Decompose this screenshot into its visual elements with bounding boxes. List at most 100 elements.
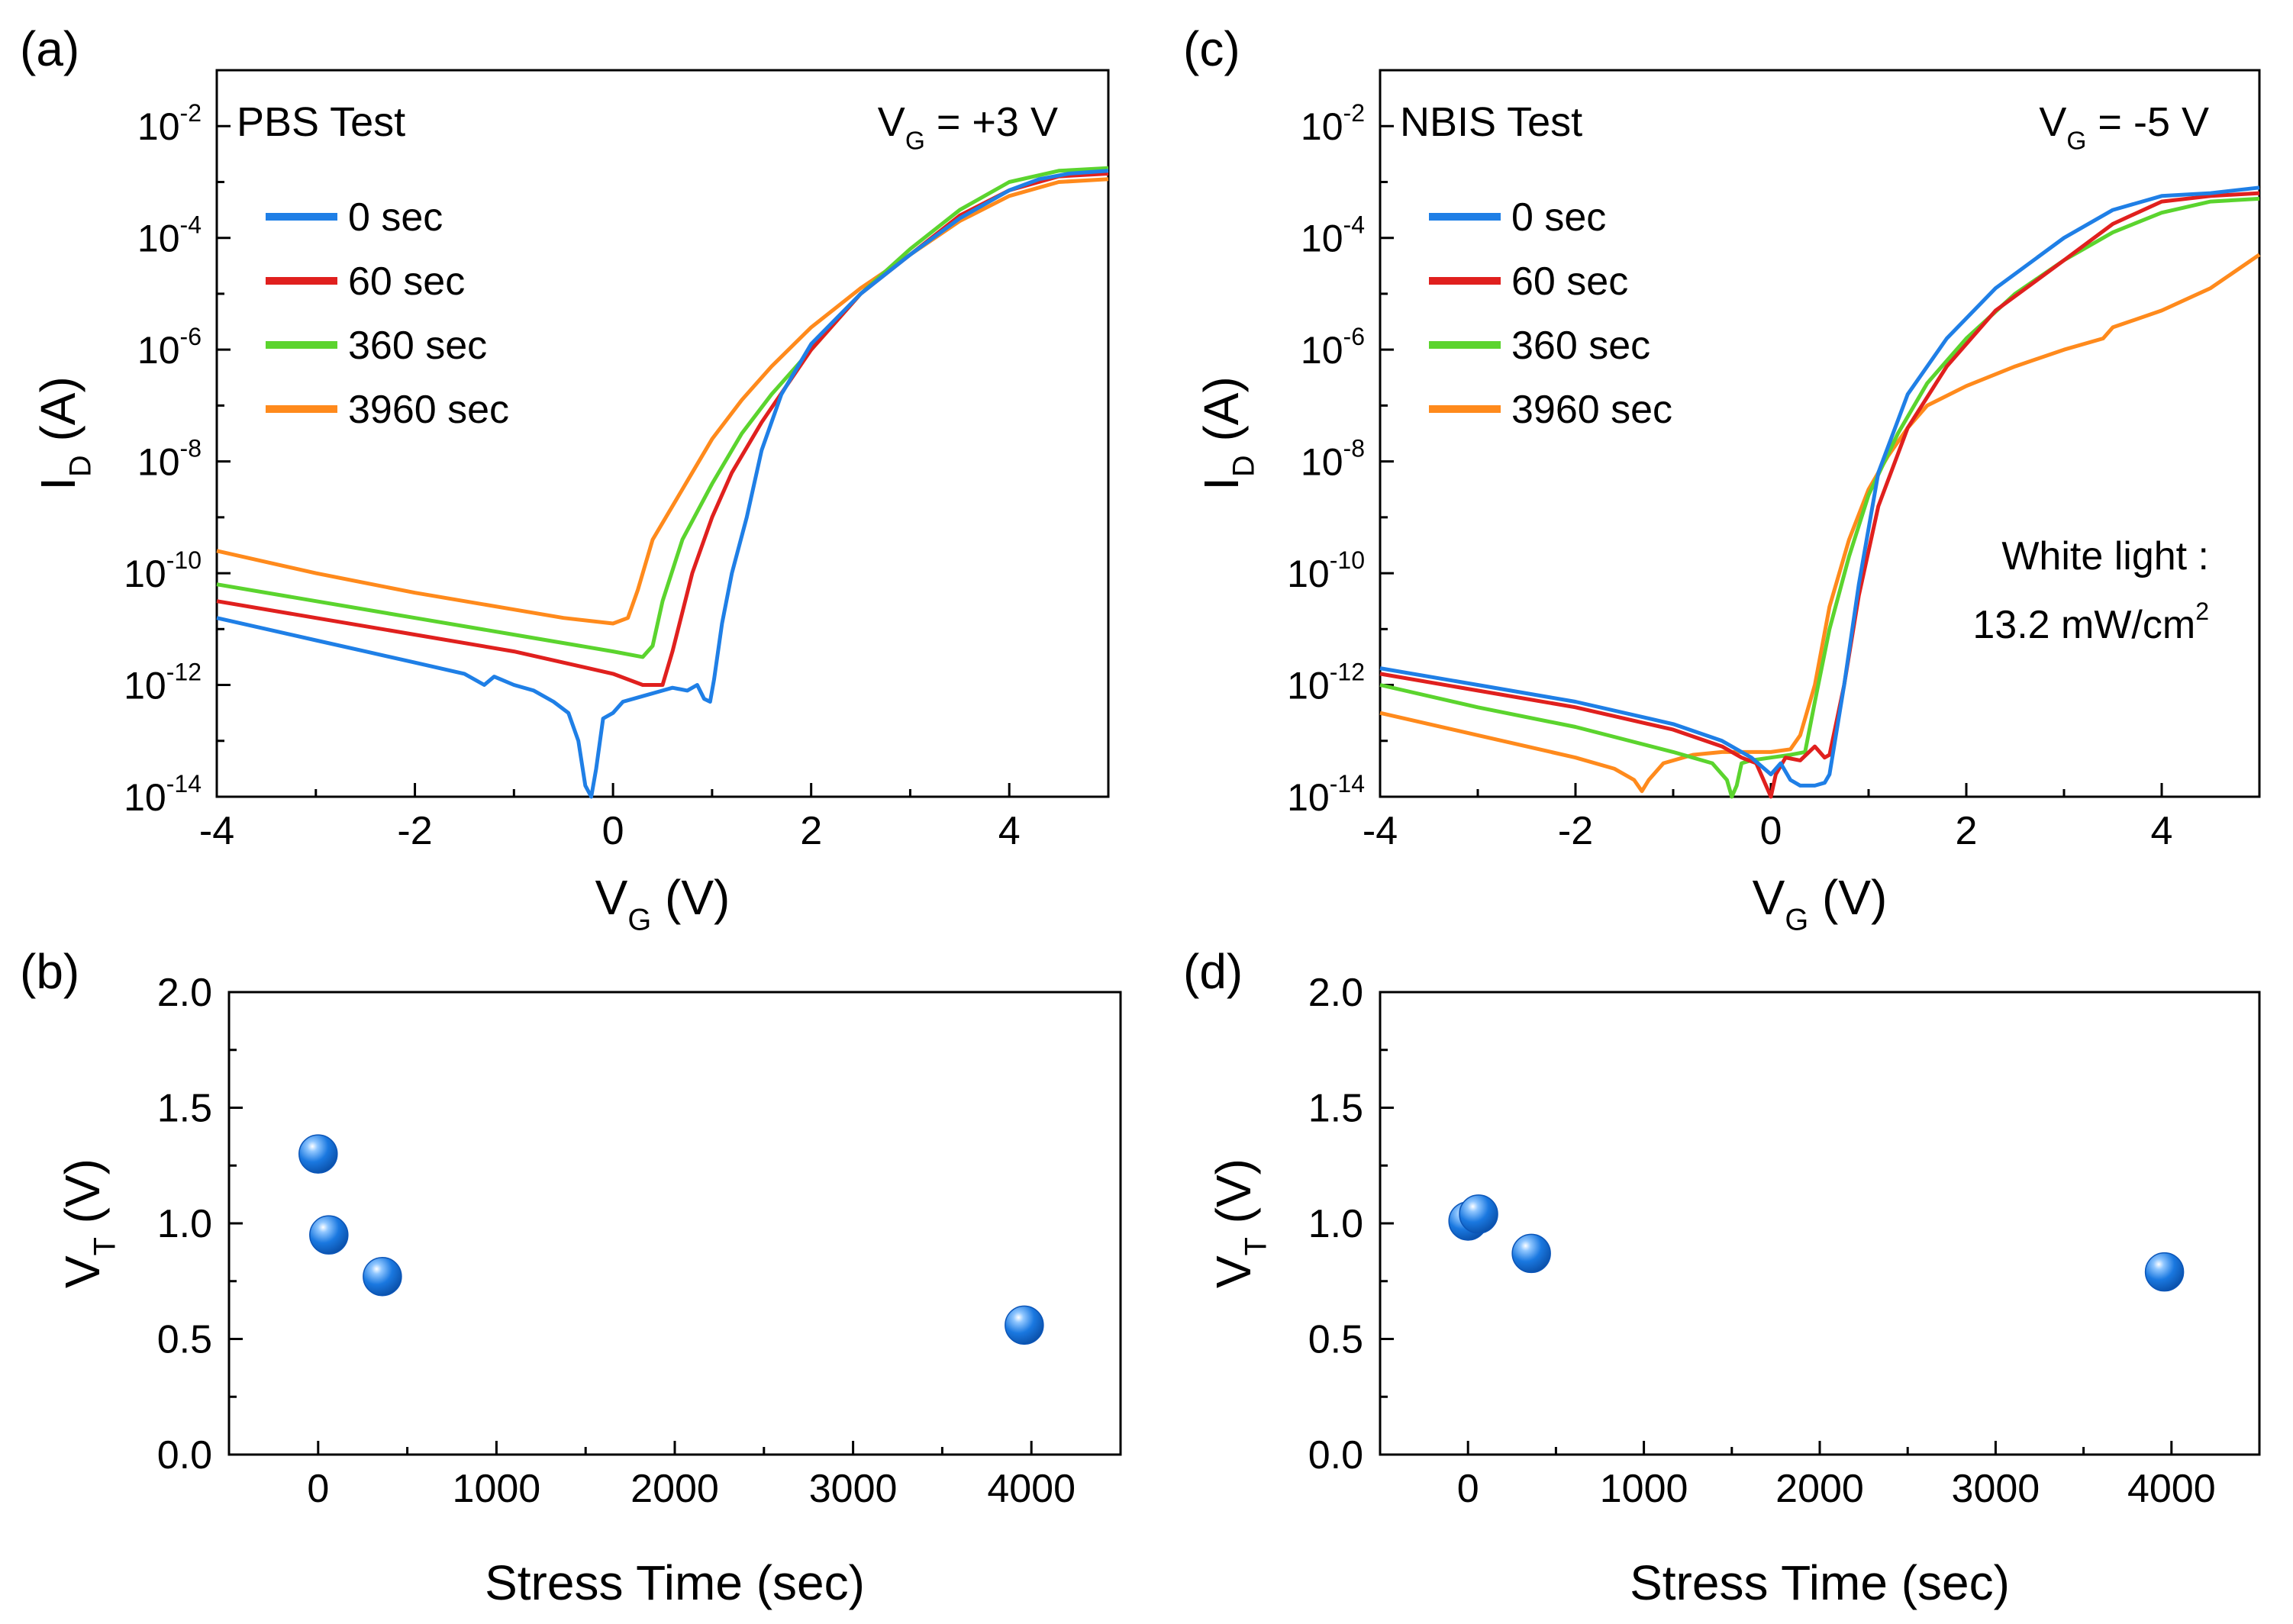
x-tick-label: -4 xyxy=(199,809,234,853)
y-tick-label: 10-14 xyxy=(1287,770,1365,819)
data-point xyxy=(298,1134,338,1174)
data-point xyxy=(1511,1233,1551,1274)
panel-label: (d) xyxy=(1183,944,1243,999)
chart-title: NBIS Test xyxy=(1400,99,1582,145)
series-line xyxy=(216,172,1109,687)
y-axis-label: VT (V) xyxy=(55,1158,121,1288)
x-tick-label: -2 xyxy=(397,809,432,853)
y-tick-label: 10-2 xyxy=(1301,99,1365,148)
scatter-points xyxy=(1448,1194,2185,1292)
y-tick-label: 1.5 xyxy=(1308,1087,1363,1131)
y-tick-label: 10-2 xyxy=(137,99,202,148)
series-group xyxy=(216,166,1109,799)
y-axis-label-text: ID (A) xyxy=(31,376,97,491)
panel-b: (b) 0 1000 2000 3000 4000 0.0 0.5 1.0 1.5 2.0 Stres… xyxy=(20,944,1122,1610)
y-tick-label: 1.0 xyxy=(1308,1202,1363,1246)
y-axis-label: ID (A) xyxy=(31,376,97,491)
y-tick-label: 2.0 xyxy=(1308,971,1363,1015)
x-tick-label: 4 xyxy=(998,809,1021,853)
series-line xyxy=(216,169,1109,799)
plot-frame xyxy=(227,991,1122,1456)
y-tick-label: 10-10 xyxy=(124,546,202,595)
x-tick-label: 2 xyxy=(800,809,822,853)
panel-c: (c) -4 -2 0 2 4 10-2 10-4 10-6 10-8 10-10 10-12 10-1… xyxy=(1183,21,2261,853)
y-tick-label: 1.0 xyxy=(157,1202,212,1246)
x-tick-label: 4000 xyxy=(987,1467,1076,1511)
series-group xyxy=(1379,185,2261,799)
x-tick-label: 3000 xyxy=(1952,1467,2040,1511)
legend-label: 0 sec xyxy=(348,195,443,240)
light-label: White light : xyxy=(2001,534,2209,578)
y-tick-label: 10-8 xyxy=(1301,435,1365,484)
series-line xyxy=(1379,185,2260,788)
x-tick-label: 2000 xyxy=(630,1467,719,1511)
legend-label: 3960 sec xyxy=(1511,388,1672,432)
x-tick-label: 0 xyxy=(602,809,624,853)
x-tick-label: -4 xyxy=(1363,809,1398,853)
y-tick-label: 10-4 xyxy=(137,211,202,260)
y-tick-label: 0.0 xyxy=(157,1433,212,1477)
plot-frame xyxy=(1379,991,2261,1456)
plot-frame xyxy=(1379,69,2261,798)
x-tick-label: 0 xyxy=(1760,809,1782,853)
bias-annotation: VG = +3 V xyxy=(878,99,1058,155)
data-point xyxy=(1459,1194,1498,1234)
y-tick-label: 10-12 xyxy=(124,659,202,707)
y-axis-label-text: ID (A) xyxy=(1194,376,1260,491)
bias-annotation: VG = -5 V xyxy=(2039,99,2209,155)
panel-label: (b) xyxy=(20,944,79,999)
x-tick-label: 1000 xyxy=(1600,1467,1688,1511)
series-line xyxy=(1379,191,2260,799)
x-axis-label-text: VG (V) xyxy=(1753,870,1888,936)
legend-label: 360 sec xyxy=(1511,324,1650,368)
y-tick-label: 0.5 xyxy=(157,1318,212,1362)
bias-annotation-text: VG = -5 V xyxy=(2039,99,2209,155)
y-axis-label: ID (A) xyxy=(1194,376,1260,491)
x-tick-label: 4 xyxy=(2151,809,2173,853)
bias-annotation-text: VG = +3 V xyxy=(878,99,1058,155)
scatter-points xyxy=(298,1134,1044,1345)
x-tick-label: 0 xyxy=(307,1467,329,1511)
x-tick-label: 2 xyxy=(1956,809,1978,853)
plot-frame xyxy=(215,69,1110,798)
y-tick-label: 1.5 xyxy=(157,1087,212,1131)
data-point xyxy=(2144,1252,2185,1292)
y-axis-label: VT (V) xyxy=(1206,1158,1272,1288)
y-tick-label: 10-12 xyxy=(1287,659,1365,707)
x-tick-label: -2 xyxy=(1558,809,1593,853)
series-line xyxy=(216,166,1109,659)
legend-label: 3960 sec xyxy=(348,388,509,432)
panel-a: (a) -4 -2 0 2 4 10-2 10-4 10-6 10-8 10-10 10-12 10-1… xyxy=(20,21,1110,853)
y-tick-label: 10-14 xyxy=(124,770,202,819)
x-axis-label-text: VG (V) xyxy=(595,870,730,936)
x-axis-label: VG (V) xyxy=(1753,870,1888,936)
y-tick-label: 0.5 xyxy=(1308,1318,1363,1362)
y-tick-label: 2.0 xyxy=(157,971,212,1015)
legend-label: 360 sec xyxy=(348,324,487,368)
legend-label: 60 sec xyxy=(1511,259,1628,304)
x-axis-label: Stress Time (sec) xyxy=(485,1555,865,1610)
x-axis-label: VG (V) xyxy=(595,870,730,936)
panel-d: (d) 0 1000 2000 3000 4000 0.0 0.5 1.0 1.5 2.0 Stres… xyxy=(1183,944,2261,1610)
y-tick-label: 10-6 xyxy=(137,323,202,372)
panel-label: (a) xyxy=(20,21,79,76)
x-tick-label: 1000 xyxy=(453,1467,541,1511)
x-tick-label: 3000 xyxy=(809,1467,898,1511)
legend: 0 sec 60 sec 360 sec 3960 sec xyxy=(266,195,509,432)
data-point xyxy=(363,1256,402,1297)
y-tick-label: 0.0 xyxy=(1308,1433,1363,1477)
panel-label: (c) xyxy=(1183,21,1240,76)
chart-title: PBS Test xyxy=(237,99,405,145)
light-intensity: 13.2 mW/cm2 xyxy=(1972,598,2209,647)
legend: 0 sec 60 sec 360 sec 3960 sec xyxy=(1429,195,1672,432)
data-point xyxy=(309,1215,349,1255)
x-tick-label: 2000 xyxy=(1775,1467,1864,1511)
y-tick-label: 10-8 xyxy=(137,435,202,484)
y-axis-label-text: VT (V) xyxy=(55,1158,121,1288)
legend-label: 60 sec xyxy=(348,259,465,304)
x-tick-label: 0 xyxy=(1457,1467,1479,1511)
y-axis-label-text: VT (V) xyxy=(1206,1158,1272,1288)
legend-label: 0 sec xyxy=(1511,195,1606,240)
data-point xyxy=(1005,1305,1044,1345)
